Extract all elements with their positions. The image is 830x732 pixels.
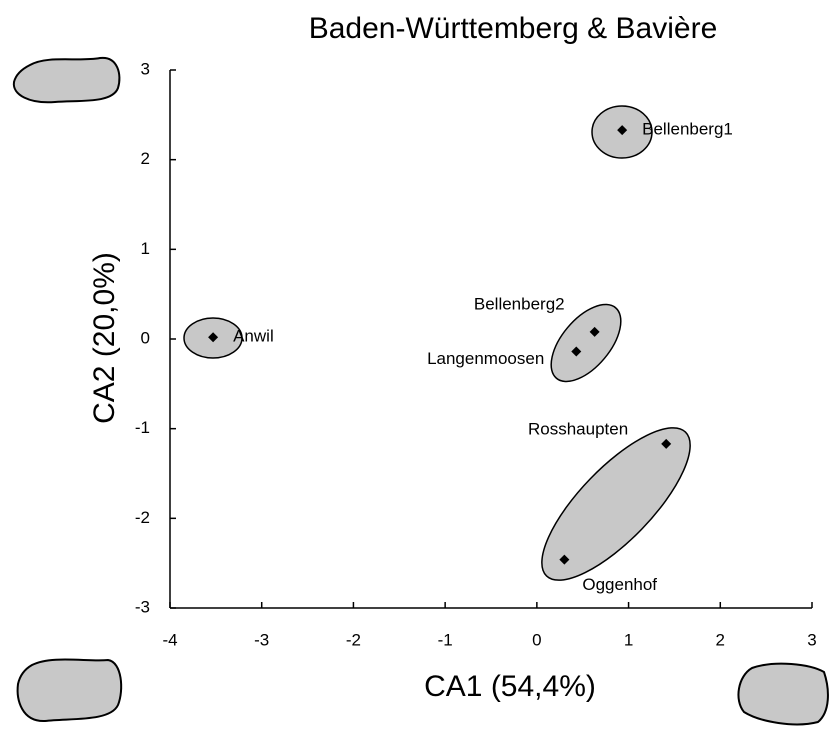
point: [661, 438, 672, 449]
x-tick-label: -2: [346, 630, 361, 649]
x-tick-label: 3: [807, 630, 816, 649]
x-tick-label: -1: [438, 630, 453, 649]
point-label: Bellenberg1: [642, 120, 733, 139]
y-tick-label: -2: [135, 508, 150, 527]
y-tick-label: -1: [135, 418, 150, 437]
point-label: Langenmoosen: [427, 349, 544, 368]
point-label: Anwil: [233, 327, 274, 346]
x-tick-label: 2: [716, 630, 725, 649]
x-tick-label: -4: [162, 630, 177, 649]
point: [571, 346, 582, 357]
group-ellipse: [541, 427, 691, 581]
map-outline: [12, 56, 121, 104]
chart-title: Baden-Württemberg & Bavière: [309, 12, 718, 45]
point: [589, 326, 600, 337]
x-tick-label: 1: [624, 630, 633, 649]
y-tick-label: -3: [135, 597, 150, 616]
y-axis-title: CA2 (20,0%): [88, 252, 121, 424]
y-tick-label: 0: [141, 328, 150, 347]
y-tick-label: 3: [141, 59, 150, 78]
point-label: Oggenhof: [582, 575, 657, 594]
map-outline: [737, 662, 829, 726]
map-outline: [16, 658, 123, 723]
x-axis-title: CA1 (54,4%): [424, 670, 596, 703]
point-label: Bellenberg2: [474, 294, 565, 313]
group-ellipse: [550, 303, 622, 383]
point: [559, 554, 570, 565]
point-label: Rosshaupten: [528, 419, 628, 438]
y-tick-label: 2: [141, 149, 150, 168]
x-tick-label: 0: [532, 630, 541, 649]
y-tick-label: 1: [141, 239, 150, 258]
point: [617, 125, 628, 136]
x-tick-label: -3: [254, 630, 269, 649]
point: [208, 332, 219, 343]
